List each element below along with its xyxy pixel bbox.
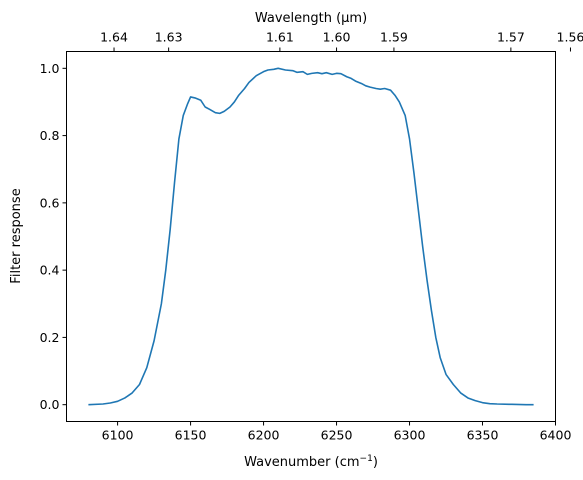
top-tick-label: 1.60 (323, 30, 351, 45)
x-tick-label: 6250 (321, 428, 353, 443)
top-axis-label: Wavelength (μm) (255, 11, 367, 26)
y-axis-label: Filter response (9, 188, 24, 283)
x-axis-label-superscript: −1 (360, 454, 373, 464)
top-tick-label: 1.59 (380, 30, 408, 45)
x-tick-label: 6400 (540, 428, 572, 443)
x-tick-label: 6300 (394, 428, 426, 443)
x-tick-label: 6350 (467, 428, 499, 443)
y-tick-label: 0.8 (40, 128, 60, 143)
x-tick-label: 6100 (102, 428, 134, 443)
x-axis-label-close: ) (373, 455, 378, 470)
y-tick-label: 0.2 (40, 330, 60, 345)
filter-response-line (88, 67, 534, 406)
top-tick-label: 1.64 (100, 30, 128, 45)
y-tick-label: 1.0 (40, 61, 60, 76)
x-axis-ticks: 6100 6150 6200 6250 6300 6350 6400 (102, 421, 572, 443)
x-tick-label: 6150 (175, 428, 207, 443)
y-tick-label: 0.6 (40, 195, 60, 210)
top-tick-label: 1.63 (155, 30, 183, 45)
top-axis-ticks: 1.64 1.63 1.61 1.60 1.59 1.57 1.56 (100, 30, 583, 52)
x-axis-label: Wavenumber (cm−1) (244, 454, 378, 470)
top-tick-label: 1.56 (557, 30, 583, 45)
y-tick-label: 0.4 (40, 263, 60, 278)
y-tick-label: 0.0 (40, 397, 60, 412)
x-tick-label: 6200 (248, 428, 280, 443)
top-tick-label: 1.57 (497, 30, 525, 45)
plot-frame (66, 51, 556, 422)
y-axis-ticks: 0.0 0.2 0.4 0.6 0.8 1.0 (40, 61, 67, 412)
top-tick-label: 1.61 (266, 30, 294, 45)
